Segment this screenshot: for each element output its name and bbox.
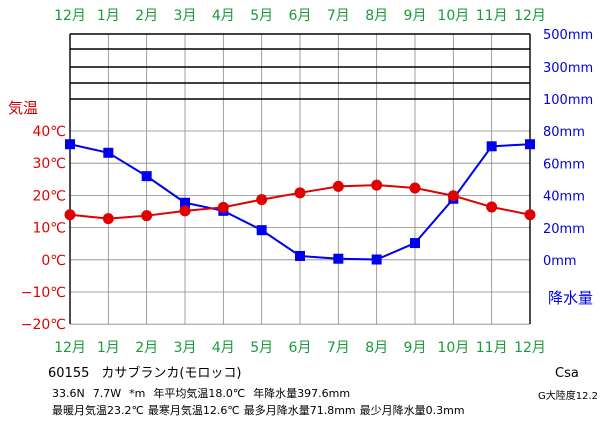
precipitation-point bbox=[410, 238, 420, 249]
axes bbox=[69, 34, 531, 324]
top-month-label: 10月 bbox=[437, 8, 469, 24]
top-month-label: 8月 bbox=[365, 8, 388, 24]
annual-mean-temp: 年平均気温18.0℃ bbox=[153, 387, 246, 400]
temperature-point bbox=[64, 209, 76, 221]
top-month-label: 9月 bbox=[404, 8, 427, 24]
temperature-tick-label: 40℃ bbox=[32, 124, 66, 140]
top-month-label: 12月 bbox=[514, 8, 546, 24]
bottom-month-label: 12月 bbox=[514, 340, 546, 356]
bottom-month-label: 8月 bbox=[365, 340, 388, 356]
top-month-label: 12月 bbox=[54, 8, 86, 24]
bottom-month-label: 10月 bbox=[437, 340, 469, 356]
bottom-month-label: 2月 bbox=[135, 340, 158, 356]
precipitation-point bbox=[333, 253, 344, 264]
annual-precip: 年降水量397.6mm bbox=[253, 387, 351, 400]
temperature-point bbox=[141, 210, 153, 222]
station-name: カサブランカ(モロッコ) bbox=[101, 366, 242, 381]
precipitation-tick-label: 80mm bbox=[543, 125, 585, 140]
temperature-tick-label: 0℃ bbox=[41, 253, 66, 269]
top-month-label: 5月 bbox=[250, 8, 273, 24]
top-month-labels: 12月 1月 2月 3月 4月 5月 6月 7月 8月 9月 10月 11月 12月 bbox=[54, 8, 546, 24]
extremes-line: 最暖月気温23.2℃ 最寒月気温12.6℃ 最多月降水量71.8mm 最少月降水量0.… bbox=[52, 402, 469, 418]
top-month-label: 6月 bbox=[289, 8, 312, 24]
precipitation-point bbox=[486, 141, 497, 152]
bottom-month-label: 6月 bbox=[289, 340, 312, 356]
temperature-tick-labels: 40℃ 30℃ 20℃ 10℃ 0℃ −10℃ −20℃ bbox=[21, 124, 66, 333]
top-month-label: 7月 bbox=[327, 8, 350, 24]
precipitation-tick-label: 100mm bbox=[543, 93, 593, 108]
top-month-label: 4月 bbox=[212, 8, 235, 24]
precipitation-tick-label: 60mm bbox=[543, 157, 585, 172]
precipitation-axis-title: 降水量 bbox=[548, 289, 593, 307]
precipitation-point bbox=[65, 139, 75, 150]
precipitation-tick-label: 300mm bbox=[543, 61, 593, 76]
temperature-point bbox=[294, 187, 306, 199]
temperature-point bbox=[332, 180, 344, 192]
driest-month: 最少月降水量0.3mm bbox=[359, 404, 465, 417]
precipitation-point bbox=[295, 250, 305, 261]
bottom-month-label: 3月 bbox=[174, 340, 197, 356]
continentality-index: G大陸度12.2 bbox=[538, 391, 599, 402]
temperature-point bbox=[409, 182, 421, 194]
precipitation-tick-label: 20mm bbox=[543, 222, 585, 237]
temperature-point bbox=[217, 201, 229, 213]
top-month-label: 11月 bbox=[476, 8, 508, 24]
bottom-month-label: 11月 bbox=[476, 340, 508, 356]
temperature-tick-label: −10℃ bbox=[21, 285, 66, 301]
bottom-month-label: 9月 bbox=[404, 340, 427, 356]
bottom-month-label: 7月 bbox=[327, 340, 350, 356]
temperature-point bbox=[256, 194, 268, 206]
latitude: 33.6N bbox=[52, 387, 85, 400]
top-month-label: 3月 bbox=[174, 8, 197, 24]
temperature-point bbox=[447, 190, 459, 202]
climate-code: Csa bbox=[555, 366, 579, 381]
grid-lines bbox=[69, 33, 531, 325]
bottom-month-label: 4月 bbox=[212, 340, 235, 356]
station-line: 60155 カサブランカ(モロッコ) bbox=[48, 362, 254, 381]
station-id: 60155 bbox=[48, 366, 90, 381]
precipitation-point bbox=[180, 197, 190, 208]
temperature-tick-label: −20℃ bbox=[21, 317, 66, 333]
coords-line: 33.6N 7.7W *m 年平均気温18.0℃ 年降水量397.6mm bbox=[52, 385, 358, 401]
temperature-tick-label: 20℃ bbox=[32, 188, 66, 204]
precipitation-tick-label: 40mm bbox=[543, 190, 585, 205]
precipitation-point bbox=[371, 254, 382, 265]
precipitation-tick-label: 500mm bbox=[543, 28, 593, 43]
bottom-month-label: 1月 bbox=[97, 340, 120, 356]
warmest-month: 最暖月気温23.2℃ bbox=[52, 404, 144, 417]
top-month-label: 1月 bbox=[97, 8, 120, 24]
wettest-month: 最多月降水量71.8mm bbox=[243, 404, 356, 417]
precipitation-tick-labels: 80mm 60mm 40mm 20mm 0mm 100mm 300mm 500mm bbox=[543, 28, 593, 269]
temperature-tick-label: 30℃ bbox=[32, 156, 66, 172]
temperature-point bbox=[371, 179, 383, 191]
bottom-month-label: 5月 bbox=[250, 340, 273, 356]
precipitation-point bbox=[256, 225, 267, 236]
precipitation-point bbox=[141, 171, 152, 182]
bottom-month-labels: 12月 1月 2月 3月 4月 5月 6月 7月 8月 9月 10月 11月 12月 bbox=[54, 340, 546, 356]
elevation: *m bbox=[129, 387, 146, 400]
precipitation-point bbox=[103, 147, 114, 158]
precipitation-tick-label: 0mm bbox=[543, 254, 577, 269]
bottom-month-label: 12月 bbox=[54, 340, 86, 356]
temperature-series bbox=[64, 179, 536, 225]
longitude: 7.7W bbox=[92, 387, 122, 400]
temperature-point bbox=[179, 205, 191, 217]
temperature-point bbox=[524, 209, 536, 221]
temperature-point bbox=[486, 201, 498, 213]
temperature-point bbox=[102, 213, 114, 225]
top-month-label: 2月 bbox=[135, 8, 158, 24]
coldest-month: 最寒月気温12.6℃ bbox=[147, 404, 240, 417]
temperature-axis-title: 気温 bbox=[8, 99, 38, 117]
precipitation-point bbox=[525, 139, 535, 150]
temperature-tick-label: 10℃ bbox=[32, 221, 66, 237]
